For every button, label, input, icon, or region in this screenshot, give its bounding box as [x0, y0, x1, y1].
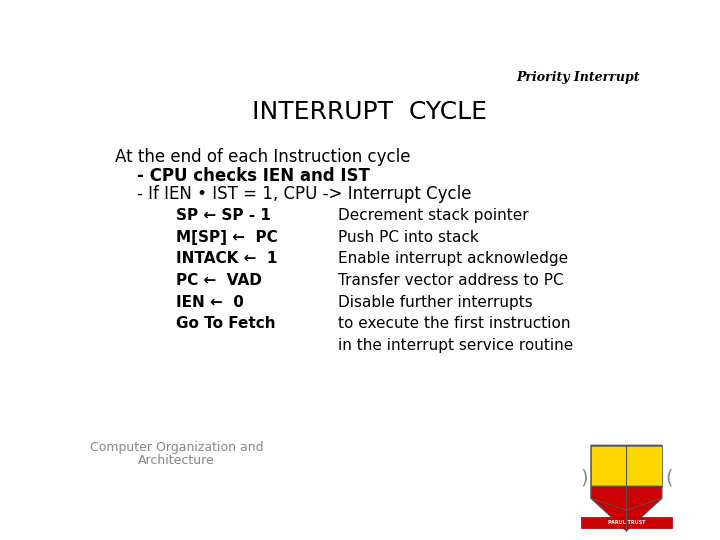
- Text: ): ): [580, 468, 588, 488]
- Text: SP ← SP - 1: SP ← SP - 1: [176, 208, 271, 223]
- Text: Computer Organization and: Computer Organization and: [90, 441, 264, 454]
- Polygon shape: [591, 446, 626, 486]
- Text: in the interrupt service routine: in the interrupt service routine: [338, 338, 574, 353]
- Text: Decrement stack pointer: Decrement stack pointer: [338, 208, 529, 223]
- Text: IEN ←  0: IEN ← 0: [176, 295, 244, 310]
- Text: PARUL TRUST: PARUL TRUST: [608, 520, 645, 525]
- Text: Architecture: Architecture: [138, 454, 215, 467]
- Text: Priority Interrupt: Priority Interrupt: [516, 71, 639, 84]
- Text: At the end of each Instruction cycle: At the end of each Instruction cycle: [115, 148, 410, 166]
- Text: - CPU checks IEN and IST: - CPU checks IEN and IST: [138, 167, 370, 185]
- Polygon shape: [626, 486, 662, 510]
- Text: to execute the first instruction: to execute the first instruction: [338, 316, 571, 332]
- Text: INTACK ←  1: INTACK ← 1: [176, 252, 278, 267]
- Polygon shape: [626, 498, 662, 530]
- Polygon shape: [591, 446, 662, 530]
- Polygon shape: [581, 517, 672, 528]
- Polygon shape: [626, 446, 662, 486]
- Text: INTERRUPT  CYCLE: INTERRUPT CYCLE: [251, 100, 487, 124]
- Text: - If IEN • IST = 1, CPU -> Interrupt Cycle: - If IEN • IST = 1, CPU -> Interrupt Cyc…: [138, 185, 472, 204]
- Text: Enable interrupt acknowledge: Enable interrupt acknowledge: [338, 252, 568, 267]
- Text: (: (: [665, 468, 672, 488]
- Text: Disable further interrupts: Disable further interrupts: [338, 295, 533, 310]
- Polygon shape: [591, 498, 626, 530]
- Text: M[SP] ←  PC: M[SP] ← PC: [176, 230, 278, 245]
- Text: Push PC into stack: Push PC into stack: [338, 230, 479, 245]
- Text: PC ←  VAD: PC ← VAD: [176, 273, 262, 288]
- Polygon shape: [591, 486, 626, 510]
- Text: Go To Fetch: Go To Fetch: [176, 316, 276, 332]
- Text: Transfer vector address to PC: Transfer vector address to PC: [338, 273, 564, 288]
